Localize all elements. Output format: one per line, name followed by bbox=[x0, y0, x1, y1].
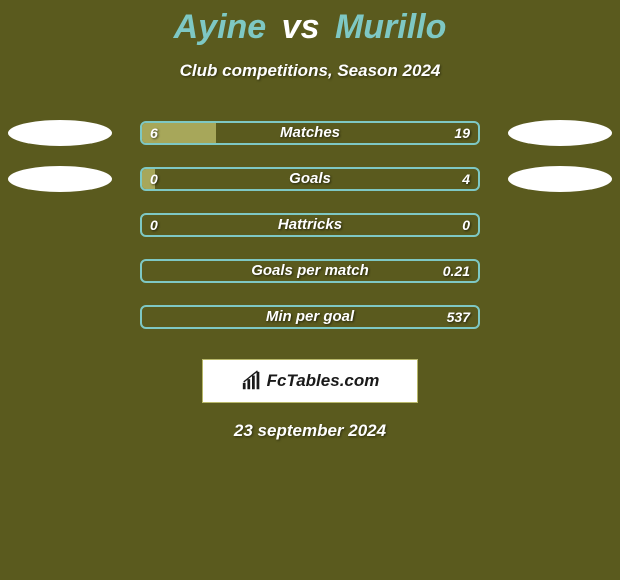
stat-bar bbox=[140, 167, 480, 191]
subtitle: Club competitions, Season 2024 bbox=[0, 61, 620, 81]
content-wrapper: Ayine vs Murillo Club competitions, Seas… bbox=[0, 0, 620, 580]
date: 23 september 2024 bbox=[0, 421, 620, 441]
comparison-rows: Matches619Goals04Hattricks00Goals per ma… bbox=[0, 121, 620, 351]
stat-row: Goals per match0.21 bbox=[0, 259, 620, 305]
stat-value-right: 4 bbox=[462, 167, 470, 191]
stat-bar bbox=[140, 259, 480, 283]
stat-row: Matches619 bbox=[0, 121, 620, 167]
stat-value-left: 0 bbox=[150, 167, 158, 191]
stat-value-right: 537 bbox=[447, 305, 470, 329]
club-badge-right bbox=[508, 166, 612, 192]
stat-bar bbox=[140, 213, 480, 237]
player1-name: Ayine bbox=[174, 8, 267, 46]
stat-value-left: 6 bbox=[150, 121, 158, 145]
club-badge-right bbox=[508, 120, 612, 146]
stat-bar bbox=[140, 121, 480, 145]
vs-text: vs bbox=[282, 8, 320, 46]
stat-value-left: 0 bbox=[150, 213, 158, 237]
logo-card[interactable]: FcTables.com bbox=[202, 359, 418, 403]
page-title: Ayine vs Murillo bbox=[0, 8, 620, 47]
stat-row: Min per goal537 bbox=[0, 305, 620, 351]
stat-value-right: 19 bbox=[454, 121, 470, 145]
club-badge-left bbox=[8, 166, 112, 192]
stat-row: Goals04 bbox=[0, 167, 620, 213]
stat-bar bbox=[140, 305, 480, 329]
logo-text: FcTables.com bbox=[267, 371, 380, 391]
club-badge-left bbox=[8, 120, 112, 146]
stat-value-right: 0 bbox=[462, 213, 470, 237]
stat-value-right: 0.21 bbox=[443, 259, 470, 283]
chart-icon bbox=[241, 370, 263, 392]
stat-row: Hattricks00 bbox=[0, 213, 620, 259]
player2-name: Murillo bbox=[335, 8, 446, 46]
